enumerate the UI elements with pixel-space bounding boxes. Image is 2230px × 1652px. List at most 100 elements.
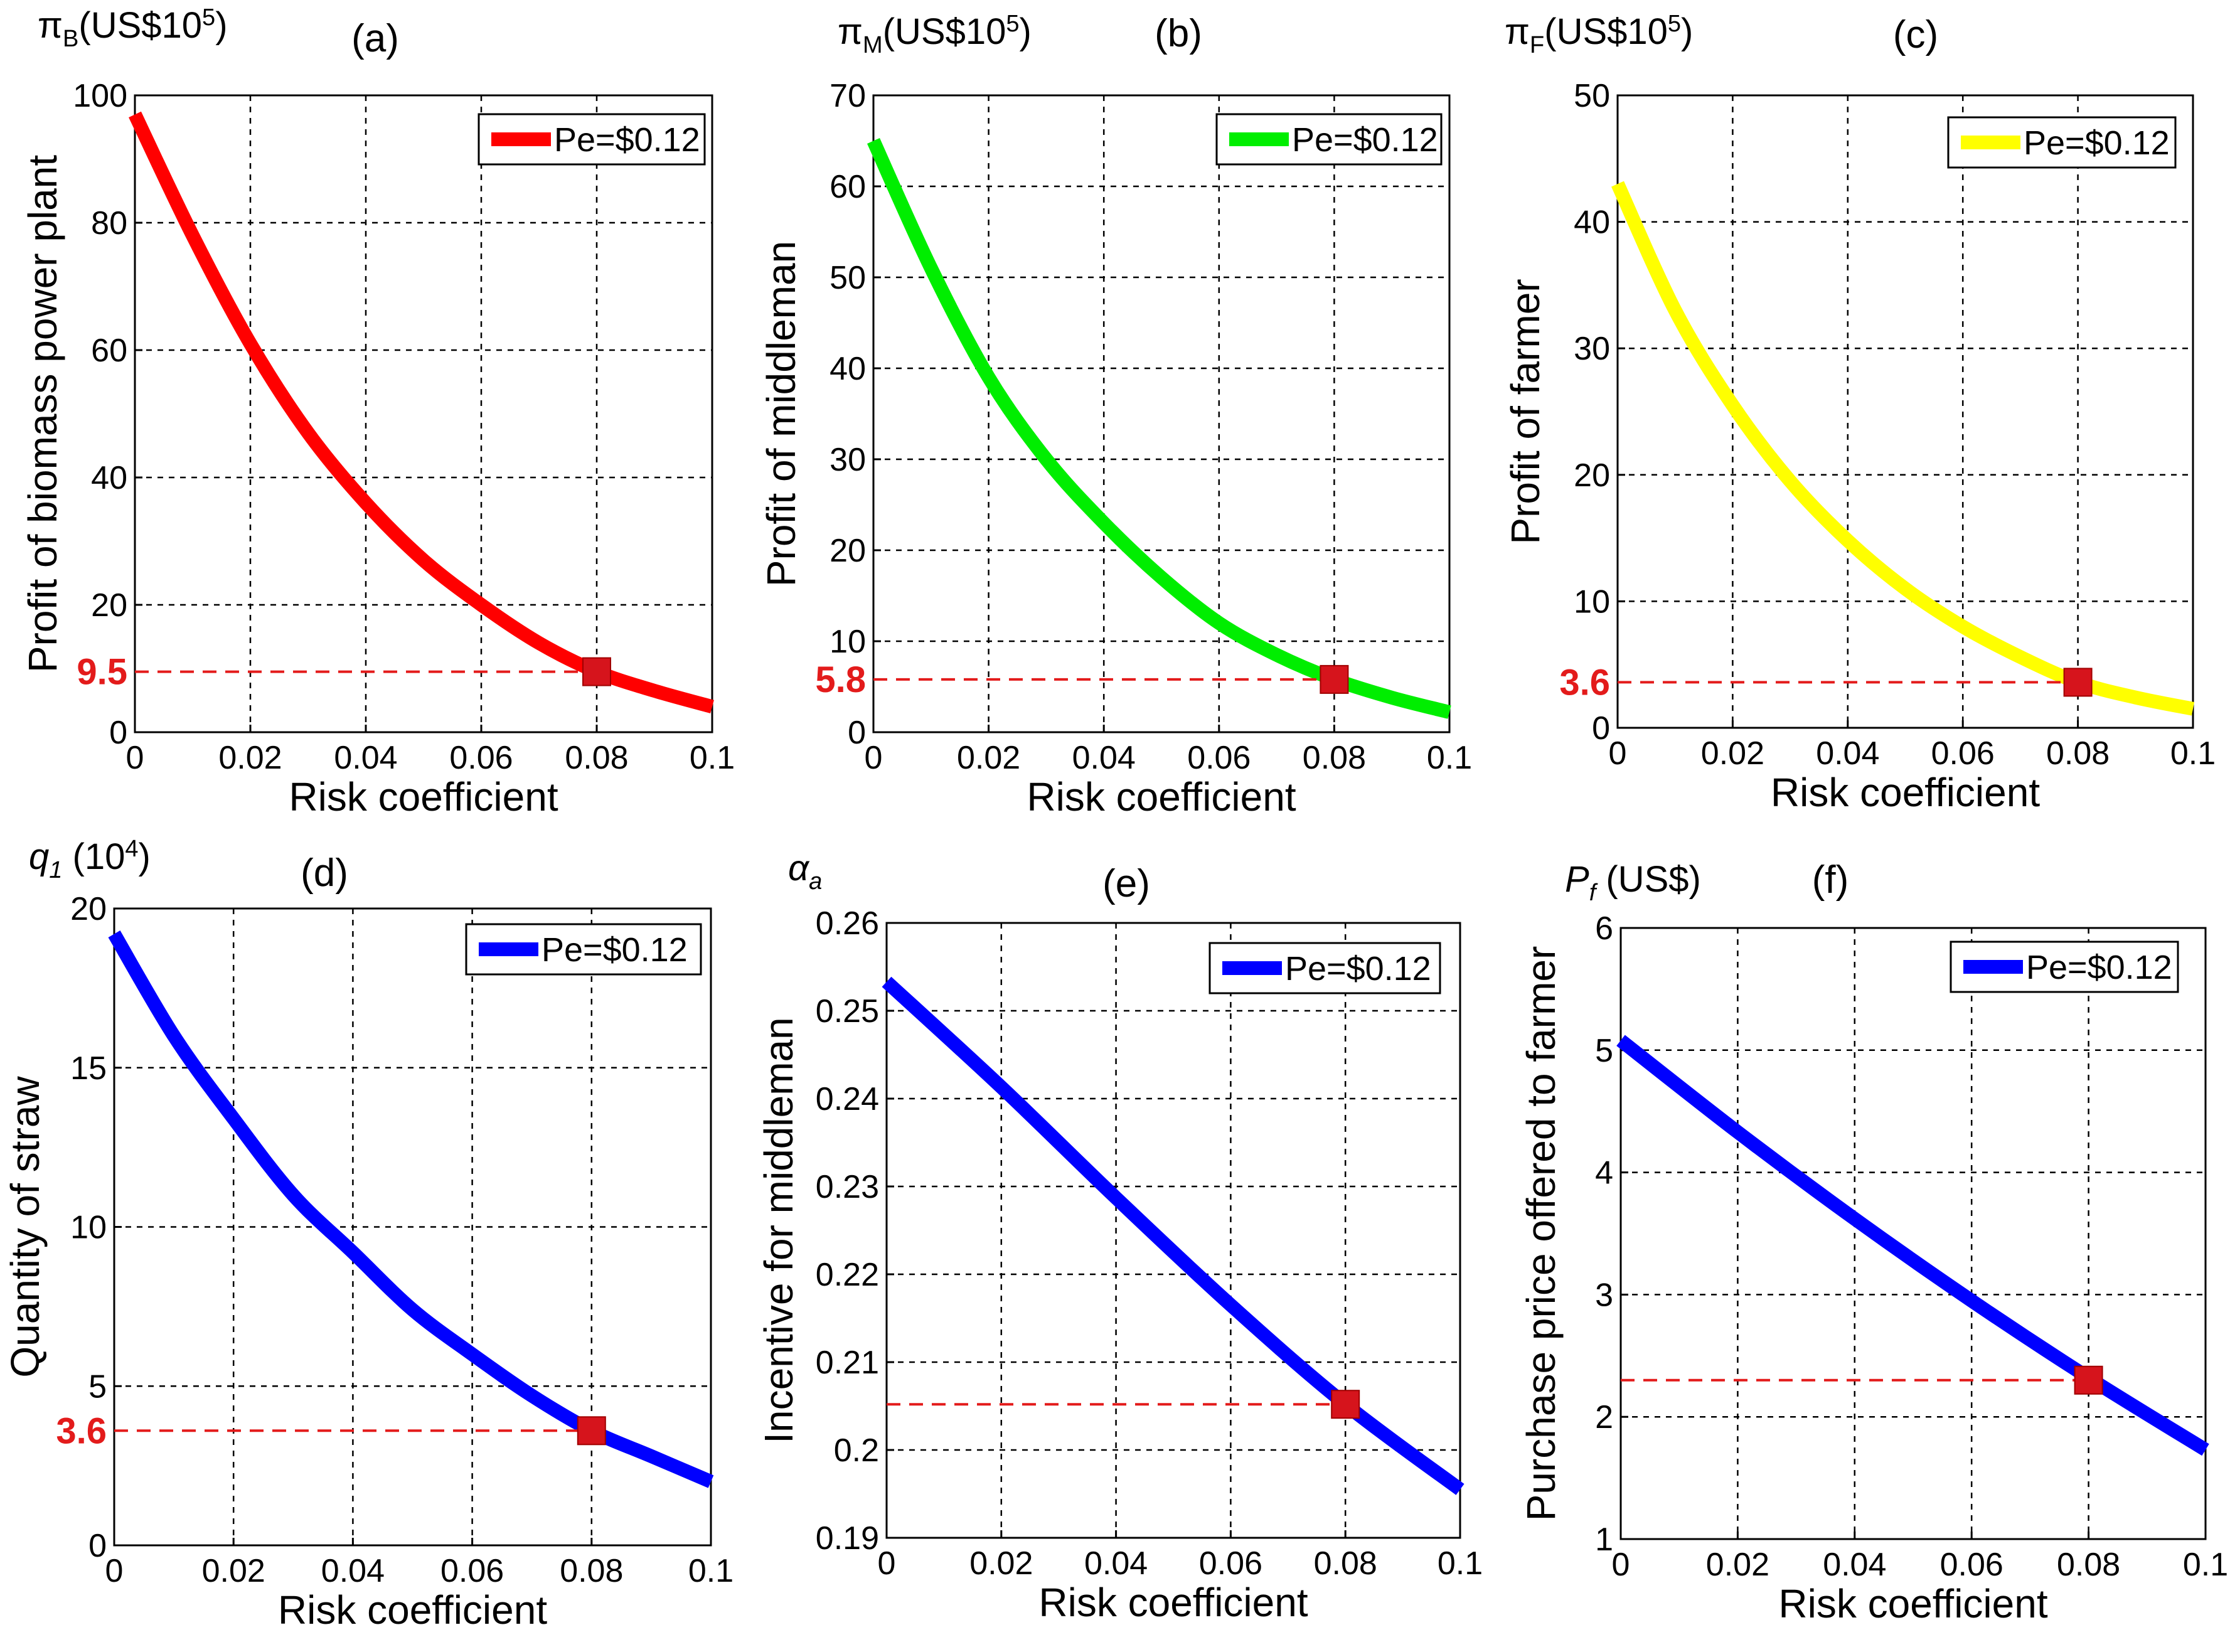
unit-subscript: 1 <box>49 857 62 883</box>
x-tick-label: 0.06 <box>1187 740 1251 776</box>
y-tick-label: 70 <box>830 78 866 114</box>
y-tick-label: 40 <box>91 460 127 496</box>
series-line <box>108 930 714 1488</box>
y-tick-label: 20 <box>91 587 127 624</box>
legend: Pe=$0.12 <box>477 113 706 166</box>
x-tick-label: 0.02 <box>1701 735 1764 772</box>
unit-close: ) <box>139 836 151 877</box>
x-tick-label: 0.02 <box>202 1553 265 1589</box>
unit-close: ) <box>1019 11 1031 52</box>
y-axis-label: Quantity of straw <box>3 1076 48 1378</box>
panel-letter: (e) <box>1102 862 1150 905</box>
x-tick-label: 0.04 <box>1072 740 1136 776</box>
chart-panel-f: 0 0.02 0.04 0.06 0.08 0.1 1 2 3 4 5 6 Risk coefficie… <box>1518 858 2228 1626</box>
y-tick-label: 20 <box>70 891 107 927</box>
x-tick-label: 0 <box>1609 735 1627 772</box>
x-tick-label: 0.08 <box>565 740 628 776</box>
x-tick-label: 0.06 <box>449 740 513 776</box>
y-tick-label: 0.19 <box>816 1520 879 1557</box>
y-axis-label: Profit of farmer <box>1503 279 1548 544</box>
plot-frame <box>1616 94 2194 729</box>
legend-label: Pe=$0.12 <box>2026 949 2172 986</box>
x-tick-label: 0.02 <box>1706 1547 1769 1583</box>
x-axis-label: Risk coefficient <box>1778 1581 2047 1626</box>
unit-label: αa <box>788 848 822 895</box>
unit-close: ) <box>215 5 227 46</box>
unit-subscript: M <box>863 32 883 58</box>
x-tick-label: 0.04 <box>321 1553 385 1589</box>
y-tick-label: 60 <box>830 169 866 205</box>
series-line <box>867 137 1451 719</box>
x-tick-label: 0.02 <box>957 740 1020 776</box>
y-tick-label: 50 <box>1574 78 1610 114</box>
chart-panel-b: 0 0.02 0.04 0.06 0.08 0.1 0 10 20 30 40 50 60 70 Risk … <box>759 11 1472 819</box>
x-tick-label: 0 <box>105 1553 124 1589</box>
x-axis-label: Risk coefficient <box>1027 774 1296 819</box>
y-tick-label: 3 <box>1595 1277 1613 1313</box>
marker-square <box>577 1416 606 1446</box>
x-tick-label: 0.08 <box>2057 1547 2120 1583</box>
marker-square <box>2063 668 2093 697</box>
unit-rest: (US$10 <box>1544 11 1668 52</box>
unit-label: πB(US$105) <box>38 4 228 52</box>
y-tick-label: 20 <box>1574 457 1610 494</box>
x-tick-label: 0.1 <box>2183 1547 2228 1583</box>
series-line <box>1616 1035 2209 1456</box>
unit-main: π <box>1505 11 1530 52</box>
legend-label: Pe=$0.12 <box>541 931 688 969</box>
x-tick-label: 0 <box>865 740 883 776</box>
x-tick-label: 0.02 <box>218 740 282 776</box>
y-axis-label: Purchase price offered to farmer <box>1518 946 1564 1521</box>
y-tick-label: 100 <box>73 78 127 114</box>
marker-square <box>582 657 611 686</box>
y-tick-label: 60 <box>91 333 127 369</box>
y-tick-label: 30 <box>1574 331 1610 367</box>
y-tick-label: 0 <box>1592 710 1610 747</box>
series-line <box>882 976 1464 1495</box>
y-tick-label: 20 <box>830 533 866 569</box>
unit-main: α <box>788 848 810 888</box>
y-tick-label: 6 <box>1595 910 1613 947</box>
legend: Pe=$0.12 <box>1215 113 1443 166</box>
x-tick-label: 0.08 <box>1314 1545 1377 1582</box>
legend: Pe=$0.12 <box>1947 116 2177 169</box>
unit-subscript: a <box>809 868 822 895</box>
x-axis-label: Risk coefficient <box>289 774 558 819</box>
x-tick-label: 0.1 <box>690 740 735 776</box>
x-tick-label: 0.1 <box>1427 740 1472 776</box>
unit-exponent: 5 <box>202 4 215 31</box>
unit-close: ) <box>1681 11 1693 52</box>
y-tick-label: 40 <box>1574 205 1610 241</box>
y-tick-label: 2 <box>1595 1399 1613 1436</box>
legend-label: Pe=$0.12 <box>554 121 700 159</box>
x-tick-label: 0.06 <box>1940 1547 2003 1583</box>
marker-square <box>1320 664 1349 694</box>
unit-label: Pf (US$) <box>1565 859 1701 906</box>
y-tick-label: 50 <box>830 260 866 296</box>
y-tick-label: 0.2 <box>834 1432 879 1469</box>
unit-exponent: 4 <box>125 836 138 862</box>
y-tick-label: 0 <box>109 715 127 751</box>
x-tick-label: 0.1 <box>2170 735 2216 772</box>
chart-panel-c: 0 0.02 0.04 0.06 0.08 0.1 0 10 20 30 40 50 Risk coef… <box>1503 11 2216 815</box>
unit-exponent: 5 <box>1668 11 1681 37</box>
y-tick-label: 5 <box>1595 1033 1613 1069</box>
y-tick-label: 4 <box>1595 1155 1613 1191</box>
unit-label: πF(US$105) <box>1505 11 1693 58</box>
x-tick-label: 0 <box>1612 1547 1630 1583</box>
unit-rest: (US$10 <box>78 5 202 46</box>
x-tick-label: 0.1 <box>688 1553 734 1589</box>
y-tick-label: 1 <box>1595 1521 1613 1558</box>
y-tick-label: 80 <box>91 205 127 242</box>
x-axis-label: Risk coefficient <box>1771 770 2040 815</box>
panel-letter: (d) <box>301 851 348 895</box>
series-line <box>129 111 714 714</box>
chart-panel-a: 0 0.02 0.04 0.06 0.08 0.1 0 20 40 60 80 100 Risk coe… <box>20 4 735 819</box>
plot-frame <box>1619 927 2207 1540</box>
legend: Pe=$0.12 <box>1950 941 2179 993</box>
y-tick-label: 10 <box>1574 584 1610 620</box>
panel-letter: (a) <box>351 17 399 60</box>
series-line <box>1611 181 2195 716</box>
y-tick-label: 0.23 <box>816 1169 879 1205</box>
y-axis-label: Incentive for middleman <box>756 1017 801 1443</box>
